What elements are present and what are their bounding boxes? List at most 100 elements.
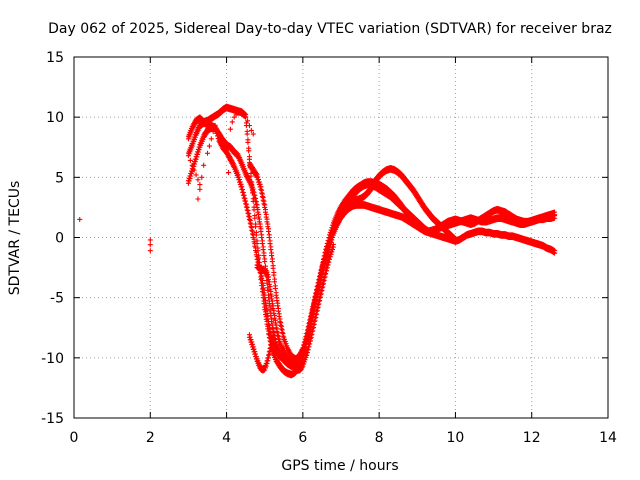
data-point-arc-c [212, 122, 218, 128]
data-point-arc-d [270, 263, 276, 269]
data-point-arc-c [245, 208, 251, 214]
y-axis-label: SDTVAR / TECUs [7, 181, 23, 296]
y-tick-label: 15 [46, 50, 64, 66]
data-point-arc-e [274, 326, 280, 332]
data-point-scatter-extra [205, 150, 210, 156]
data-point-arc-e [309, 329, 315, 335]
data-point-arc-c [243, 201, 249, 207]
data-point-arc-e [317, 295, 323, 301]
data-point-scatter-extra [229, 119, 235, 125]
data-point-arc-d [452, 235, 458, 241]
data-point-arc-b [259, 232, 265, 238]
data-point-arc-d [271, 269, 277, 275]
axis-ticks: 0 2 4 6 8 10 12 14 -15 -10 -5 0 5 10 15 [41, 50, 617, 446]
data-point-scatter-extra [199, 174, 205, 180]
data-point-scatter-extra [191, 167, 197, 173]
data-point-arc-e [273, 322, 279, 328]
data-point-arc-c [265, 313, 271, 319]
x-tick-label: 0 [70, 430, 79, 446]
data-point-arc-d [262, 207, 268, 213]
y-tick-label: -10 [41, 351, 64, 367]
data-point-arc-c [248, 221, 254, 227]
data-point-scatter-extra [195, 196, 201, 202]
data-point-arc-c [243, 198, 249, 204]
data-point-arc-b [257, 221, 263, 227]
data-point-arc-f [271, 330, 277, 336]
data-point-arc-b [256, 211, 262, 217]
data-point-arc-b [253, 199, 259, 205]
data-point-arc-d [267, 238, 273, 244]
data-point-arc-a [246, 145, 252, 151]
data-point-arc-c [259, 278, 265, 284]
data-point-arc-f [266, 352, 272, 358]
data-point-scatter-extra [210, 129, 216, 135]
data-point-arc-d [261, 198, 267, 204]
data-point-arc-c [246, 211, 252, 217]
data-point-arc-e [307, 335, 313, 341]
data-point-arc-d [452, 235, 458, 241]
data-point-arc-f [249, 339, 255, 345]
data-point-arc-d [269, 250, 275, 256]
data-point-scatter-extra [195, 177, 201, 183]
data-point-arc-d [279, 327, 285, 333]
data-point-arc-e [268, 288, 274, 294]
data-point-arc-f [266, 349, 272, 355]
data-point-arc-e [264, 269, 270, 275]
data-point-arc-e [316, 298, 322, 304]
data-point-arc-e [269, 293, 275, 299]
data-point-arc-a [253, 221, 259, 227]
data-point-scatter-extra [250, 131, 256, 137]
data-point-arc-c [552, 213, 558, 219]
data-point-arc-c [254, 254, 260, 260]
data-point-arc-e [312, 315, 318, 321]
data-point-arc-d [275, 305, 281, 311]
data-point-arc-a [244, 128, 250, 134]
data-point-arc-e [270, 303, 276, 309]
data-point-arc-d [260, 195, 266, 201]
data-point-arc-c [244, 204, 250, 210]
data-point-arc-b [253, 196, 259, 202]
data-point-arc-b [261, 250, 267, 256]
data-point-arc-b [252, 192, 258, 198]
data-point-arc-d [259, 191, 265, 197]
data-point-scatter-extra [227, 126, 233, 132]
data-point-arc-e [313, 312, 319, 318]
data-point-scatter-extra [248, 127, 254, 133]
data-point-arc-c [260, 282, 266, 288]
data-point-arc-e [272, 312, 278, 318]
data-point-arc-b [256, 216, 262, 222]
data-point-arc-c [255, 256, 261, 262]
data-point-arc-e [266, 274, 272, 280]
data-point-scatter-extra [206, 143, 212, 149]
data-point-arc-d [263, 211, 269, 217]
data-point-arc-d [265, 221, 271, 227]
y-tick-label: 0 [55, 231, 64, 247]
x-tick-label: 6 [298, 430, 307, 446]
data-point-arc-b [255, 207, 261, 213]
data-point-arc-e [314, 308, 320, 314]
data-point-arc-f [268, 342, 274, 348]
data-point-arc-e [271, 308, 277, 314]
data-point-arc-e [311, 322, 317, 328]
data-point-arc-d [258, 184, 264, 190]
x-tick-label: 2 [146, 430, 155, 446]
data-point-arc-f [250, 344, 256, 350]
data-point-arc-c [264, 308, 270, 314]
data-point-arc-c [213, 125, 219, 131]
data-point-arc-c [263, 303, 269, 309]
data-point-arc-d [278, 323, 284, 329]
data-point-scatter-extra [187, 157, 193, 163]
data-point-arc-c [237, 176, 243, 182]
data-point-scatter-extra [245, 118, 251, 124]
data-point-arc-d [255, 174, 261, 180]
data-point-arc-c [262, 292, 268, 298]
data-point-arc-f [247, 334, 253, 340]
data-point-arc-a [254, 238, 260, 244]
data-point-arc-d [257, 181, 263, 187]
data-point-arc-c [235, 172, 241, 178]
data-point-scatter-extra [246, 123, 252, 129]
data-point-arc-e [311, 318, 317, 324]
x-tick-label: 10 [447, 430, 465, 446]
data-point-arc-f [252, 349, 258, 355]
data-point-arc-f [267, 345, 273, 351]
